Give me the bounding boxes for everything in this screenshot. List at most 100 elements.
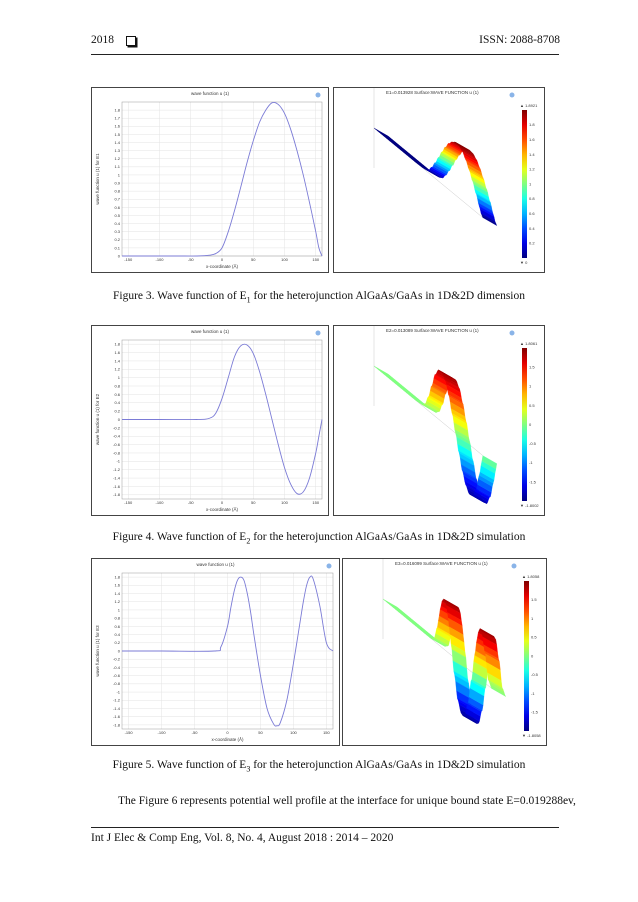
figure-5-caption: Figure 5. Wave function of E3 for the he… xyxy=(112,759,526,774)
colorbar-tick-label: 1.5 xyxy=(529,365,535,370)
y-tick-label: 1 xyxy=(118,607,121,612)
y-tick-label: 0.8 xyxy=(114,616,120,621)
header-rule xyxy=(91,54,559,55)
y-tick-label: -1.6 xyxy=(113,714,121,719)
comsol-logo-icon xyxy=(511,563,517,569)
y-tick-label: -0.6 xyxy=(113,673,121,678)
colorbar-tick-label: 1.4 xyxy=(529,152,535,157)
x-tick-label: 50 xyxy=(251,500,256,505)
series-line xyxy=(122,101,323,257)
y-tick-label: 0.8 xyxy=(114,189,120,194)
y-tick-label: 0.5 xyxy=(114,213,120,218)
y-tick-label: -0.4 xyxy=(113,434,121,439)
y-tick-label: -0.2 xyxy=(113,657,121,662)
x-tick-label: -50 xyxy=(192,730,199,735)
colorbar xyxy=(522,348,527,501)
figure-4-surface-svg: E2=0.013089 Surface:WAVE FUNCTION u (1) ▲… xyxy=(373,326,539,508)
x-tick-label: -50 xyxy=(188,500,195,505)
y-tick-label: -1.4 xyxy=(113,706,121,711)
colorbar xyxy=(524,581,529,731)
y-tick-label: -1.8 xyxy=(113,722,121,727)
colorbar-max-label: ▲ 1.8061 xyxy=(520,341,538,346)
y-tick-label: -1.8 xyxy=(113,492,121,497)
figure-5-line-svg: wave function u (1) -150 -100 -50 0 50 100 150 -… xyxy=(95,562,334,742)
colorbar-tick-label: 1 xyxy=(531,616,534,621)
figure-4-caption: Figure 4. Wave function of E2 for the he… xyxy=(112,531,526,546)
series-line xyxy=(121,343,323,495)
colorbar-tick-label: 0.4 xyxy=(529,226,535,231)
header-issn: ISSN: 2088-8708 xyxy=(479,34,560,46)
footer-citation: Int J Elec & Comp Eng, Vol. 8, No. 4, Au… xyxy=(91,832,394,844)
x-tick-label: 0 xyxy=(221,257,224,262)
colorbar-min-label: ▼ -1.8002 xyxy=(520,503,539,508)
y-tick-label: -0.8 xyxy=(113,450,121,455)
plot-frame xyxy=(121,101,323,257)
colorbar-tick-label: 1.2 xyxy=(529,167,535,172)
x-tick-label: -150 xyxy=(124,500,133,505)
figure-3-surface-svg: E1=0.013928 Surface:WAVE FUNCTION u (1) ▲… xyxy=(373,88,538,265)
y-tick-label: 0.7 xyxy=(114,197,120,202)
x-axis-label: x-coordinate (Å) xyxy=(211,736,244,742)
comsol-logo-icon xyxy=(315,330,321,336)
colorbar-tick-label: -0.5 xyxy=(529,441,537,446)
colorbar-tick-label: 0 xyxy=(529,422,532,427)
x-tick-label: 100 xyxy=(281,257,288,262)
y-tick-label: 0.9 xyxy=(114,180,120,185)
colorbar-min-label: ▼ -1.8058 xyxy=(522,733,541,738)
figure-5-line-plot: wave function u (1) -150 -100 -50 0 50 100 150 -… xyxy=(91,558,340,746)
y-tick-label: 0.3 xyxy=(114,229,120,234)
x-tick-label: -50 xyxy=(188,257,195,262)
y-tick-label: 0.6 xyxy=(114,624,120,629)
surface-strip xyxy=(490,686,507,697)
y-tick-label: 1.4 xyxy=(114,591,120,596)
figure-4-surface-plot: E2=0.013089 Surface:WAVE FUNCTION u (1) ▲… xyxy=(333,325,545,516)
figure-3-caption: Figure 3. Wave function of E1 for the he… xyxy=(112,290,525,305)
y-tick-label: -1.2 xyxy=(113,698,121,703)
y-tick-label: 1.8 xyxy=(114,342,120,347)
y-tick-label: -1 xyxy=(116,689,120,694)
colorbar xyxy=(522,110,527,258)
y-tick-label: -0.4 xyxy=(113,665,121,670)
y-tick-label: 1.8 xyxy=(114,108,120,113)
y-tick-label: 0.2 xyxy=(114,237,120,242)
y-tick-label: 1.2 xyxy=(114,599,120,604)
x-tick-label: -100 xyxy=(158,730,167,735)
y-tick-label: -1.4 xyxy=(113,475,121,480)
x-tick-label: -150 xyxy=(125,730,134,735)
y-axis-label: wave function u (1) for E3 xyxy=(95,625,100,677)
y-tick-label: 1.1 xyxy=(114,164,120,169)
y-tick-label: 0 xyxy=(118,648,121,653)
surface-title: E2=0.013089 Surface:WAVE FUNCTION u (1) xyxy=(386,328,479,333)
y-tick-label: 1 xyxy=(118,172,121,177)
colorbar-tick-label: 1 xyxy=(529,384,532,389)
colorbar-tick-label: -1.5 xyxy=(531,710,539,715)
footer-rule xyxy=(91,827,559,828)
y-tick-label: 1.3 xyxy=(114,148,120,153)
colorbar-max-label: ▲ 1.8921 xyxy=(520,103,538,108)
colorbar-tick-label: -1 xyxy=(529,460,533,465)
checkbox-square-icon xyxy=(126,36,136,46)
colorbar-tick-label: -1.5 xyxy=(529,479,537,484)
y-tick-label: 0.2 xyxy=(114,640,120,645)
figure-3-line-svg: wave function u (1) -150 -100 -50 0 50 100 150 0… xyxy=(95,91,323,269)
comsol-logo-icon xyxy=(326,563,332,569)
colorbar-tick-label: 1.8 xyxy=(529,122,535,127)
x-tick-label: -100 xyxy=(155,257,164,262)
figure-3-line-plot: wave function u (1) -150 -100 -50 0 50 100 150 0… xyxy=(91,87,329,273)
y-tick-label: -0.2 xyxy=(113,425,121,430)
y-tick-label: -0.8 xyxy=(113,681,121,686)
colorbar-tick-label: -0.5 xyxy=(531,672,539,677)
figure-3-surface-plot: E1=0.013928 Surface:WAVE FUNCTION u (1) ▲… xyxy=(333,87,545,273)
y-tick-label: 1 xyxy=(118,375,121,380)
y-tick-label: 1.6 xyxy=(114,350,120,355)
figure-5-surface-plot: E3=0.016099 Surface:WAVE FUNCTION u (1) ▲… xyxy=(342,558,547,746)
y-tick-label: 0.1 xyxy=(114,245,120,250)
x-tick-label: 100 xyxy=(281,500,288,505)
y-tick-label: 1.5 xyxy=(114,132,120,137)
plot-title: wave function u (1) xyxy=(191,329,230,334)
colorbar-tick-label: 1.5 xyxy=(531,597,537,602)
comsol-logo-icon xyxy=(509,92,515,98)
y-tick-label: 0 xyxy=(118,253,121,258)
y-tick-label: 0.4 xyxy=(114,632,120,637)
y-tick-label: 1.6 xyxy=(114,583,120,588)
